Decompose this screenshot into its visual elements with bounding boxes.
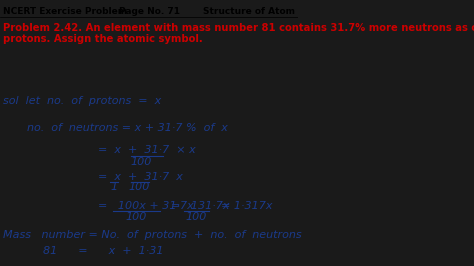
- Text: 100: 100: [129, 182, 150, 192]
- Text: 100: 100: [131, 157, 152, 167]
- Text: 81      =      x  +  1·31: 81 = x + 1·31: [43, 246, 164, 256]
- Text: = 1·317x: = 1·317x: [221, 201, 272, 211]
- Text: =   131·7x: = 131·7x: [172, 201, 230, 211]
- Text: 1: 1: [110, 182, 117, 192]
- Text: sol  let  no.  of  protons  =  x: sol let no. of protons = x: [3, 96, 161, 106]
- Text: Page No. 71: Page No. 71: [118, 7, 180, 16]
- Text: protons. Assign the atomic symbol.: protons. Assign the atomic symbol.: [3, 34, 203, 44]
- Text: =  x  +  31·7  x: = x + 31·7 x: [99, 172, 183, 182]
- Text: Mass   number = No.  of  protons  +  no.  of  neutrons: Mass number = No. of protons + no. of ne…: [3, 230, 301, 240]
- Text: =   100x + 31·7x: = 100x + 31·7x: [99, 201, 194, 211]
- Text: no.  of  neutrons = x + 31·7 %  of  x: no. of neutrons = x + 31·7 % of x: [27, 123, 228, 133]
- Text: Structure of Atom: Structure of Atom: [203, 7, 295, 16]
- Text: NCERT Exercise Problem: NCERT Exercise Problem: [3, 7, 127, 16]
- Text: =  x  +  31·7  × x: = x + 31·7 × x: [99, 145, 196, 155]
- Text: Problem 2.42. An element with mass number 81 contains 31.7% more neutrons as com: Problem 2.42. An element with mass numbe…: [3, 23, 474, 33]
- Text: 100: 100: [125, 212, 146, 222]
- Text: 100: 100: [185, 212, 207, 222]
